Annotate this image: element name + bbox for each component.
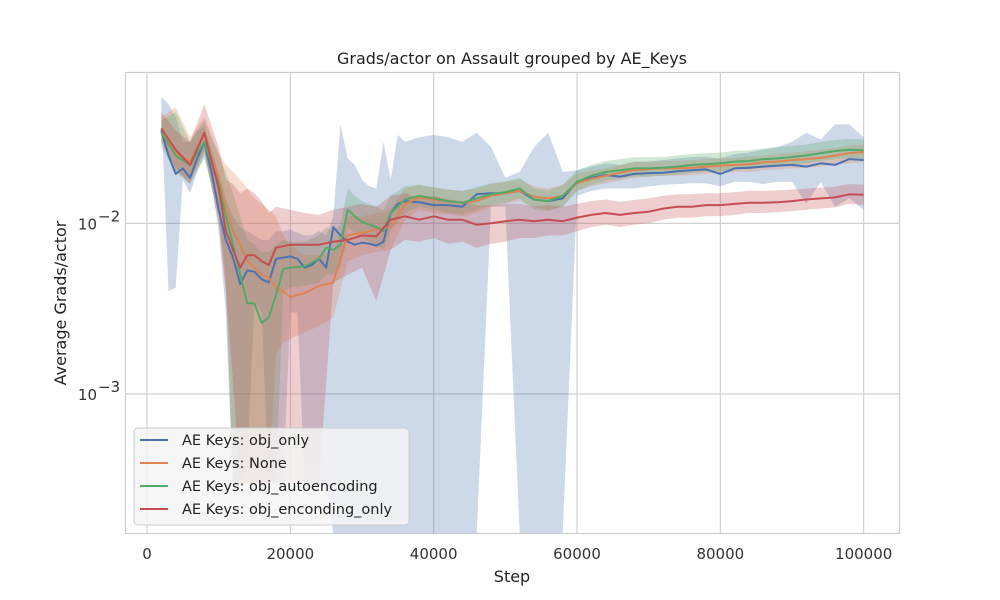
x-tick-label: 100000 xyxy=(835,545,892,563)
x-tick-label: 20000 xyxy=(266,545,314,563)
legend-label: AE Keys: obj_enconding_only xyxy=(182,502,392,518)
series-line xyxy=(160,132,864,325)
confidence-band xyxy=(161,111,864,484)
legend-label: AE Keys: None xyxy=(182,456,287,472)
x-axis-label: Step xyxy=(494,567,530,586)
series-lines xyxy=(160,127,864,325)
x-axis-ticks: 0 20000 40000 60000 80000 100000 xyxy=(142,545,892,563)
y-tick-label: 10 xyxy=(78,215,97,233)
grid xyxy=(125,72,900,534)
series-line xyxy=(160,127,864,269)
x-tick-label: 40000 xyxy=(410,545,458,563)
confidence-band xyxy=(161,97,864,534)
x-tick-label: 0 xyxy=(142,545,152,563)
y-axis-label: Average Grads/actor xyxy=(51,220,70,385)
series-line xyxy=(160,130,864,286)
chart-title: Grads/actor on Assault grouped by AE_Key… xyxy=(337,49,687,69)
confidence-bands xyxy=(161,97,864,534)
confidence-band xyxy=(161,104,864,484)
y-axis-ticks: 10−310−2 xyxy=(78,207,120,404)
y-tick-exponent: −2 xyxy=(98,207,120,225)
y-tick-exponent: −3 xyxy=(98,378,120,396)
legend-label: AE Keys: obj_only xyxy=(182,433,309,449)
plot-border xyxy=(124,71,901,535)
y-tick-label: 10 xyxy=(78,386,97,404)
x-tick-label: 80000 xyxy=(696,545,744,563)
series-line xyxy=(160,127,864,298)
legend-box xyxy=(133,427,410,526)
confidence-band xyxy=(161,107,864,484)
legend-label: AE Keys: obj_autoencoding xyxy=(182,479,378,495)
legend: AE Keys: obj_only AE Keys: None AE Keys: o… xyxy=(133,427,410,526)
x-tick-label: 60000 xyxy=(553,545,601,563)
